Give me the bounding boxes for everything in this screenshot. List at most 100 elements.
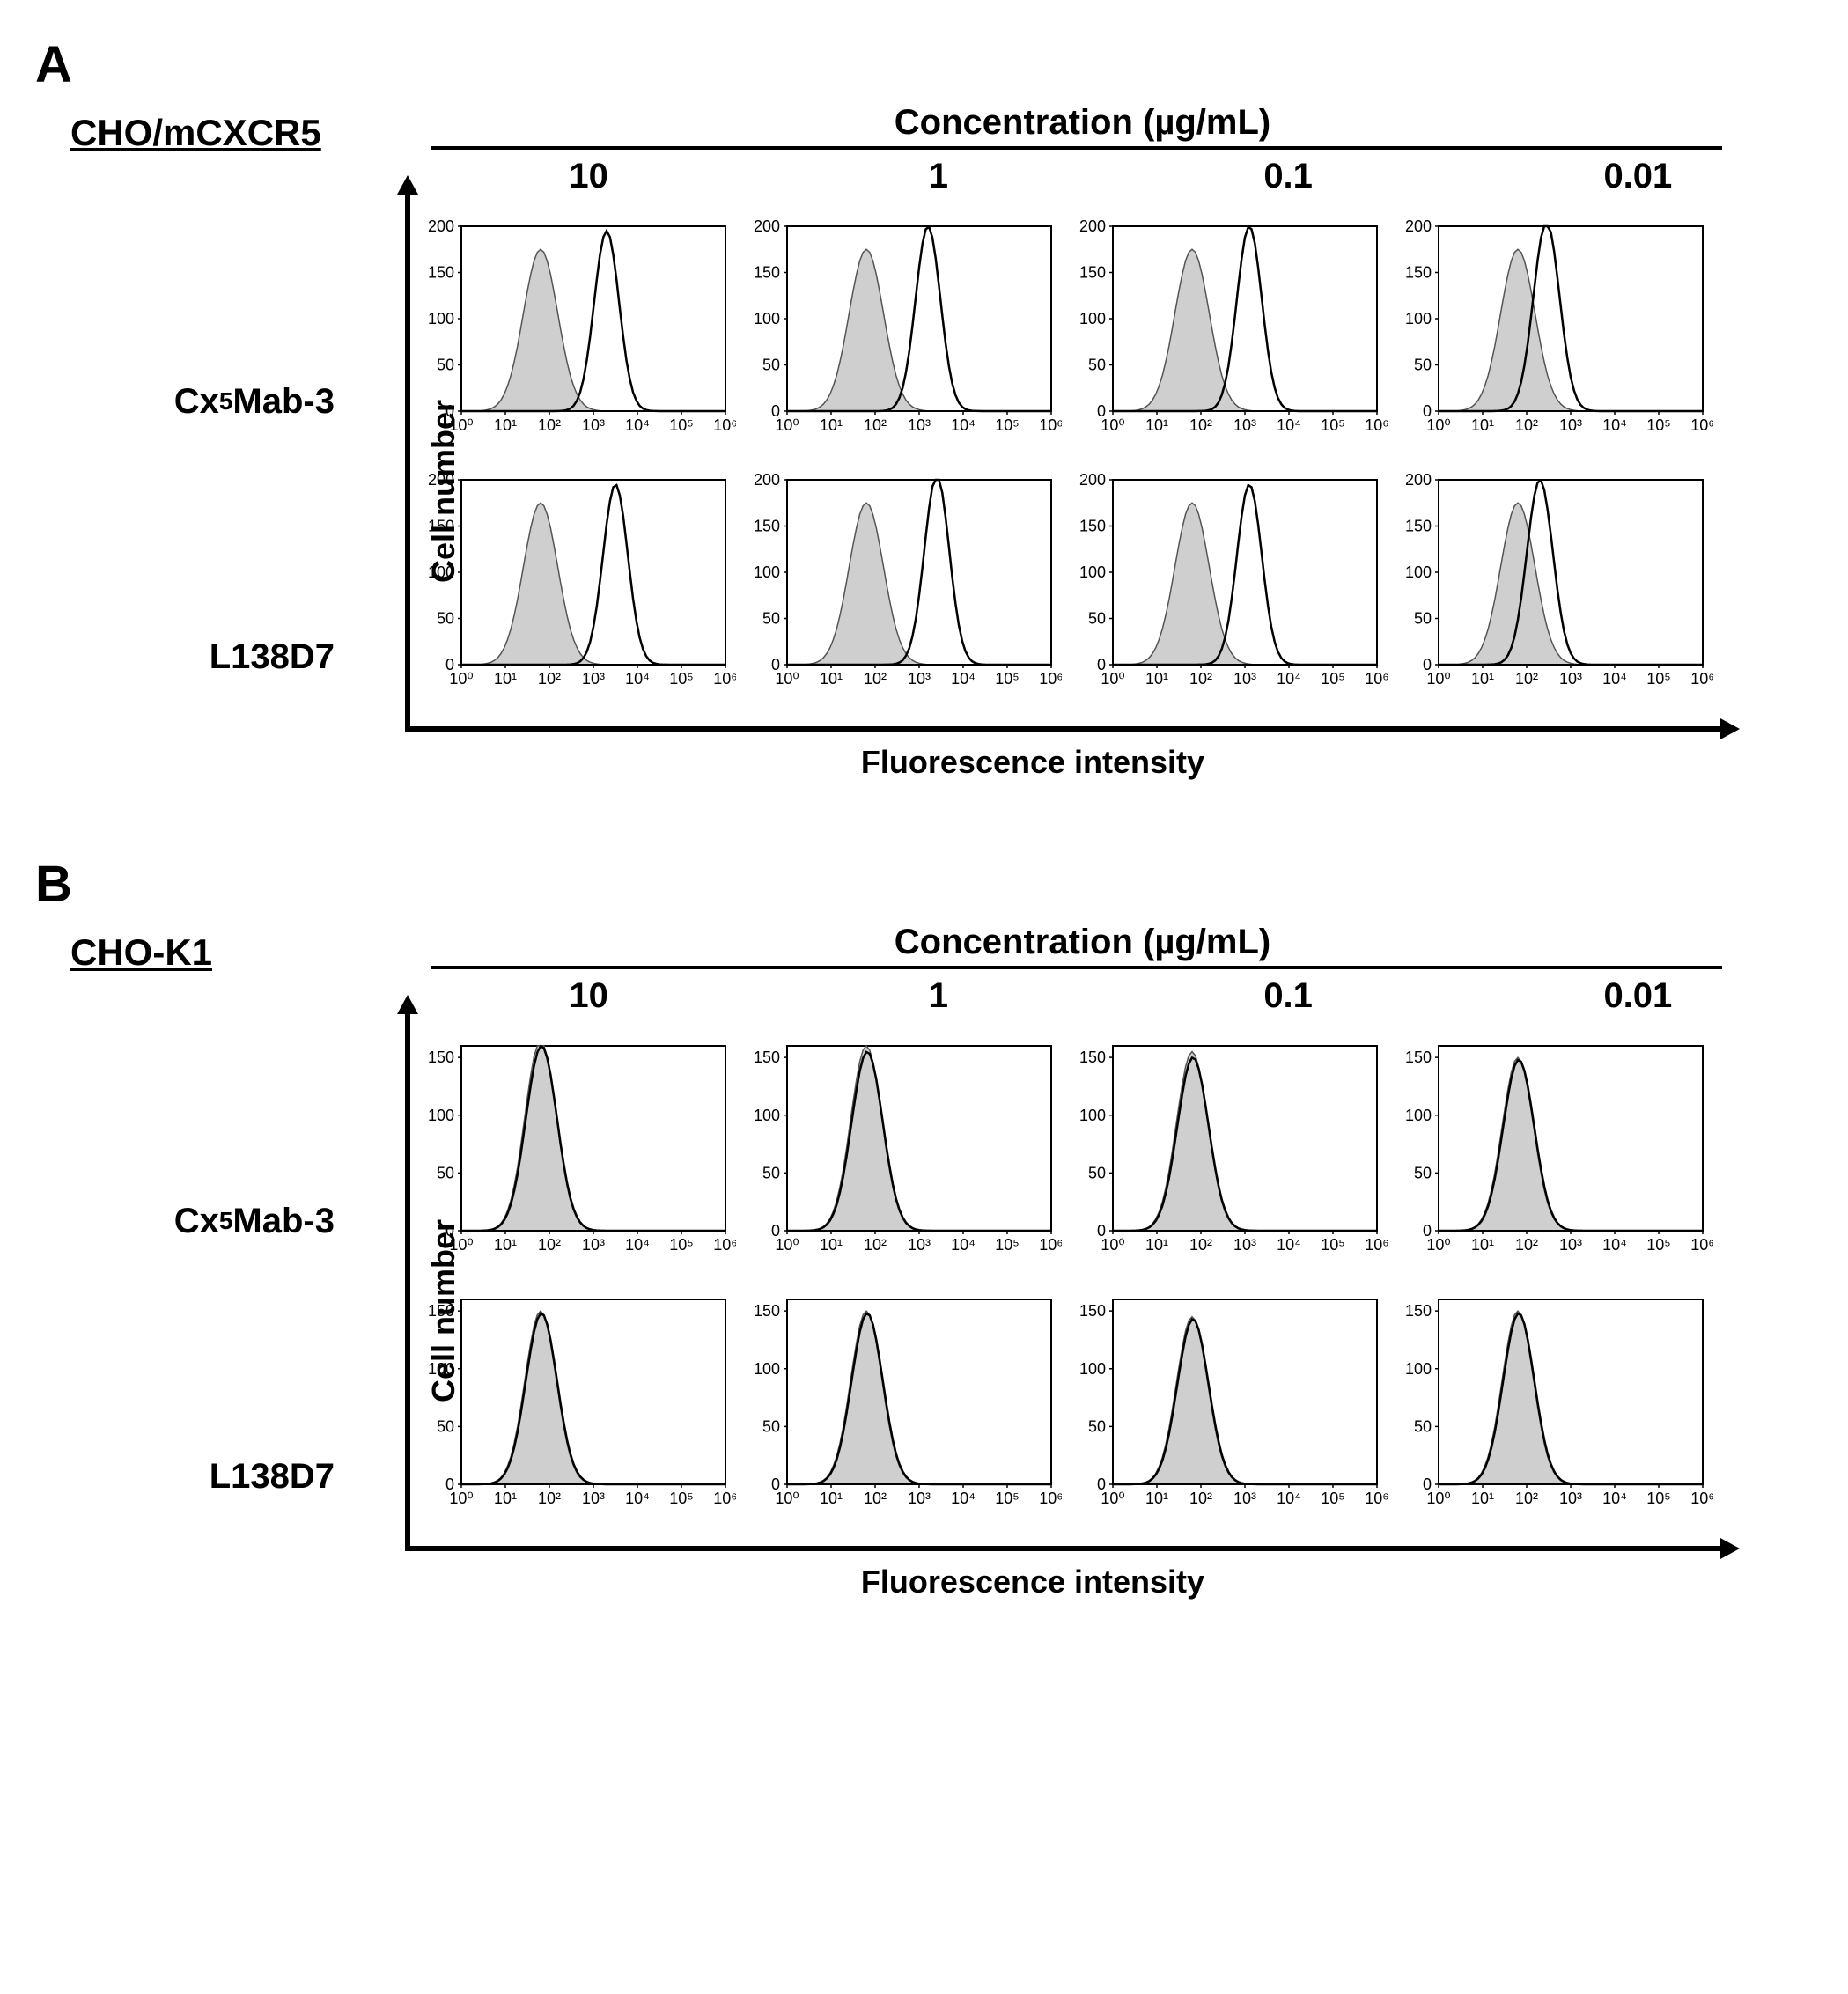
flow-histogram: 050100150 10⁰10¹10²10³10⁴10⁵10⁶ xyxy=(745,1030,1062,1277)
svg-text:10³: 10³ xyxy=(1233,670,1256,688)
concentration-value: 0.1 xyxy=(1130,976,1447,1016)
svg-text:10²: 10² xyxy=(1515,1236,1538,1254)
concentration-title: Concentration (µg/mL) xyxy=(842,923,1323,966)
concentration-value: 10 xyxy=(431,157,747,196)
svg-text:10⁵: 10⁵ xyxy=(1321,670,1344,688)
svg-text:10⁵: 10⁵ xyxy=(1646,1490,1670,1507)
svg-text:10⁴: 10⁴ xyxy=(951,416,976,434)
svg-text:50: 50 xyxy=(762,357,780,374)
svg-text:10⁴: 10⁴ xyxy=(1602,1236,1627,1254)
svg-text:10²: 10² xyxy=(864,416,887,434)
svg-text:150: 150 xyxy=(1079,1049,1106,1066)
svg-text:10⁴: 10⁴ xyxy=(951,1490,976,1507)
cell-line-label: CHO/mCXCR5 xyxy=(70,112,352,154)
svg-text:10⁰: 10⁰ xyxy=(449,670,473,688)
flow-histogram: 050100150 10⁰10¹10²10³10⁴10⁵10⁶ xyxy=(419,1284,736,1530)
svg-text:10⁶: 10⁶ xyxy=(1365,1236,1388,1254)
svg-text:10²: 10² xyxy=(1515,416,1538,434)
svg-text:50: 50 xyxy=(1088,357,1106,374)
flow-histogram: 050100150 10⁰10¹10²10³10⁴10⁵10⁶ xyxy=(1071,1030,1388,1277)
svg-text:10⁰: 10⁰ xyxy=(1426,670,1450,688)
svg-text:10¹: 10¹ xyxy=(1145,1236,1168,1254)
flow-histogram: 050100150 10⁰10¹10²10³10⁴10⁵10⁶ xyxy=(419,1030,736,1277)
svg-text:100: 100 xyxy=(1079,1360,1106,1378)
svg-text:10⁵: 10⁵ xyxy=(1646,670,1670,688)
svg-text:10⁴: 10⁴ xyxy=(625,670,650,688)
svg-text:10⁶: 10⁶ xyxy=(1365,416,1388,434)
svg-text:10²: 10² xyxy=(1189,670,1212,688)
y-axis-arrow-icon xyxy=(405,191,410,732)
svg-text:10²: 10² xyxy=(1515,1490,1538,1507)
svg-text:200: 200 xyxy=(1079,217,1106,235)
y-axis-label: Cell number xyxy=(425,1219,462,1402)
svg-text:10³: 10³ xyxy=(1559,670,1582,688)
svg-text:50: 50 xyxy=(1414,1164,1432,1181)
svg-text:10¹: 10¹ xyxy=(820,670,843,688)
svg-text:10⁴: 10⁴ xyxy=(951,1236,976,1254)
svg-text:10²: 10² xyxy=(538,1236,561,1254)
svg-text:150: 150 xyxy=(754,264,780,282)
x-axis-label: Fluorescence intensity xyxy=(861,744,1204,781)
svg-text:150: 150 xyxy=(754,518,780,535)
svg-text:10⁰: 10⁰ xyxy=(1101,1236,1124,1254)
flow-histogram: 050100150 10⁰10¹10²10³10⁴10⁵10⁶ xyxy=(1396,1284,1713,1530)
svg-text:10⁴: 10⁴ xyxy=(951,670,976,688)
svg-text:150: 150 xyxy=(1405,518,1432,535)
svg-text:10⁴: 10⁴ xyxy=(625,1490,650,1507)
svg-text:10⁰: 10⁰ xyxy=(449,1490,473,1507)
svg-text:10¹: 10¹ xyxy=(1471,670,1494,688)
svg-text:10¹: 10¹ xyxy=(494,1236,517,1254)
svg-text:10⁰: 10⁰ xyxy=(775,1236,799,1254)
plot-area: Cell number Fluorescence intensity 05010… xyxy=(352,202,1713,781)
svg-text:150: 150 xyxy=(428,264,454,282)
svg-text:10²: 10² xyxy=(538,416,561,434)
svg-text:10²: 10² xyxy=(864,670,887,688)
svg-text:10⁶: 10⁶ xyxy=(1365,670,1388,688)
histogram-grid: 050100150 10⁰10¹10²10³10⁴10⁵10⁶ 05010015… xyxy=(410,1021,1713,1542)
svg-text:150: 150 xyxy=(754,1302,780,1320)
svg-text:10²: 10² xyxy=(864,1490,887,1507)
svg-text:150: 150 xyxy=(428,1049,454,1066)
svg-text:150: 150 xyxy=(1405,264,1432,282)
svg-text:50: 50 xyxy=(1088,1417,1106,1435)
svg-text:200: 200 xyxy=(428,217,454,235)
flow-histogram: 050100150200 10⁰10¹10²10³10⁴10⁵10⁶ xyxy=(1071,210,1388,457)
svg-text:10³: 10³ xyxy=(582,670,605,688)
y-axis-label: Cell number xyxy=(425,400,462,583)
plot-area: Cell number Fluorescence intensity 05010… xyxy=(352,1021,1713,1600)
svg-text:10³: 10³ xyxy=(908,1490,931,1507)
svg-text:100: 100 xyxy=(428,310,454,327)
svg-text:200: 200 xyxy=(1405,471,1432,489)
svg-text:100: 100 xyxy=(1405,563,1432,581)
svg-text:10³: 10³ xyxy=(582,1490,605,1507)
svg-text:10⁶: 10⁶ xyxy=(1039,1490,1062,1507)
svg-text:50: 50 xyxy=(1088,1164,1106,1181)
svg-text:50: 50 xyxy=(762,1164,780,1181)
svg-text:10¹: 10¹ xyxy=(1471,1490,1494,1507)
svg-text:10⁶: 10⁶ xyxy=(1039,670,1062,688)
svg-text:10¹: 10¹ xyxy=(494,670,517,688)
svg-text:10³: 10³ xyxy=(1233,416,1256,434)
flow-histogram: 050100150200 10⁰10¹10²10³10⁴10⁵10⁶ xyxy=(1071,464,1388,710)
svg-text:10¹: 10¹ xyxy=(820,1490,843,1507)
svg-text:10⁰: 10⁰ xyxy=(775,416,799,434)
svg-text:10¹: 10¹ xyxy=(1145,1490,1168,1507)
svg-text:10¹: 10¹ xyxy=(820,416,843,434)
svg-text:100: 100 xyxy=(754,1360,780,1378)
svg-text:10⁰: 10⁰ xyxy=(1426,1490,1450,1507)
svg-text:100: 100 xyxy=(1405,310,1432,327)
svg-text:10⁴: 10⁴ xyxy=(625,416,650,434)
concentration-value: 0.01 xyxy=(1479,157,1796,196)
svg-text:10⁵: 10⁵ xyxy=(1646,416,1670,434)
antibody-row-label: L138D7 xyxy=(210,1349,335,1604)
svg-text:10⁶: 10⁶ xyxy=(1365,1490,1388,1507)
svg-text:10⁴: 10⁴ xyxy=(1602,1490,1627,1507)
svg-text:10⁴: 10⁴ xyxy=(1277,416,1301,434)
svg-text:10⁰: 10⁰ xyxy=(775,1490,799,1507)
concentration-title: Concentration (µg/mL) xyxy=(842,103,1323,146)
svg-text:150: 150 xyxy=(1079,518,1106,535)
figure-panel-B: B CHO-K1 Cx5Mab-3L138D7 Concentration (µ… xyxy=(35,855,1813,1604)
svg-text:150: 150 xyxy=(754,1049,780,1066)
svg-text:10²: 10² xyxy=(1189,1490,1212,1507)
svg-text:100: 100 xyxy=(1405,1360,1432,1378)
